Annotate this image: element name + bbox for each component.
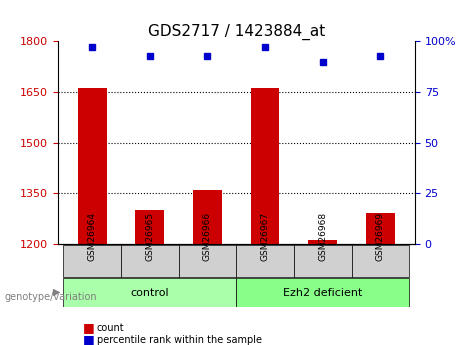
Title: GDS2717 / 1423884_at: GDS2717 / 1423884_at bbox=[148, 24, 325, 40]
Bar bbox=[193, 190, 222, 244]
Text: GSM26968: GSM26968 bbox=[318, 212, 327, 261]
Text: count: count bbox=[97, 323, 124, 333]
FancyBboxPatch shape bbox=[236, 278, 409, 307]
Text: genotype/variation: genotype/variation bbox=[5, 292, 97, 302]
FancyBboxPatch shape bbox=[179, 245, 236, 277]
Bar bbox=[308, 240, 337, 244]
FancyBboxPatch shape bbox=[121, 245, 179, 277]
Bar bbox=[366, 214, 395, 244]
Bar bbox=[78, 88, 106, 244]
Text: ■: ■ bbox=[83, 333, 95, 345]
FancyBboxPatch shape bbox=[351, 245, 409, 277]
FancyBboxPatch shape bbox=[294, 245, 351, 277]
Text: percentile rank within the sample: percentile rank within the sample bbox=[97, 335, 262, 345]
Text: GSM26966: GSM26966 bbox=[203, 212, 212, 261]
FancyBboxPatch shape bbox=[64, 278, 236, 307]
Text: GSM26964: GSM26964 bbox=[88, 212, 97, 261]
FancyBboxPatch shape bbox=[236, 245, 294, 277]
Text: GSM26969: GSM26969 bbox=[376, 212, 385, 261]
Bar bbox=[136, 210, 164, 244]
Text: Ezh2 deficient: Ezh2 deficient bbox=[283, 287, 362, 297]
Text: ■: ■ bbox=[83, 321, 95, 334]
FancyBboxPatch shape bbox=[64, 245, 121, 277]
Text: GSM26967: GSM26967 bbox=[260, 212, 270, 261]
Text: GSM26965: GSM26965 bbox=[145, 212, 154, 261]
Text: control: control bbox=[130, 287, 169, 297]
Bar bbox=[251, 88, 279, 244]
